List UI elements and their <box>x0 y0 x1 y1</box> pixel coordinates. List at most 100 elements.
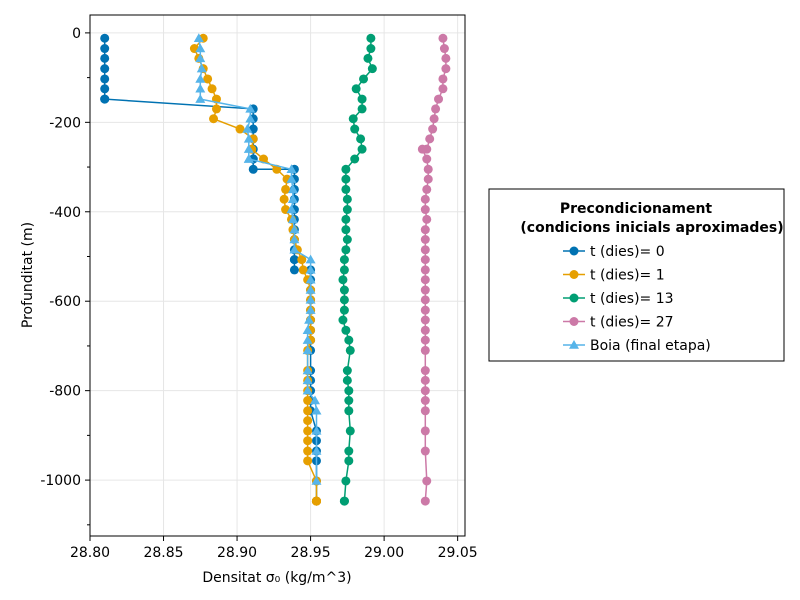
data-point <box>339 295 349 305</box>
data-point <box>303 456 313 466</box>
data-point <box>311 425 322 435</box>
legend-label: Boia (final etapa) <box>590 338 711 354</box>
data-point <box>345 345 355 355</box>
data-point <box>289 244 300 254</box>
data-point <box>311 405 322 415</box>
x-tick-label: 29.00 <box>364 545 404 561</box>
data-point <box>350 154 360 164</box>
data-point <box>339 305 349 315</box>
data-point <box>302 365 313 375</box>
data-point <box>434 94 444 104</box>
data-point <box>209 114 219 124</box>
data-point <box>344 335 354 345</box>
data-point <box>211 104 221 114</box>
data-point <box>348 114 358 124</box>
x-tick-label: 28.85 <box>143 545 183 561</box>
data-point <box>245 113 256 123</box>
data-point <box>341 476 351 486</box>
data-point <box>303 406 313 416</box>
data-point <box>286 174 297 183</box>
data-point <box>195 83 206 93</box>
data-point <box>420 315 430 325</box>
series-2 <box>189 33 321 506</box>
data-point <box>100 53 110 63</box>
y-tick-label: -200 <box>49 115 81 131</box>
data-point <box>302 375 313 385</box>
y-axis-label: Profunditat (m) <box>20 222 36 328</box>
data-point <box>289 234 300 244</box>
data-point <box>420 375 430 385</box>
data-point <box>100 74 110 84</box>
legend-marker <box>569 293 579 303</box>
data-point <box>431 104 441 114</box>
data-point <box>344 395 354 405</box>
data-point <box>420 305 430 315</box>
data-point <box>304 314 315 324</box>
data-point <box>420 335 430 345</box>
data-point <box>356 134 366 144</box>
data-point <box>420 366 430 376</box>
data-point <box>289 265 299 275</box>
series-line <box>103 38 318 502</box>
x-tick-label: 29.05 <box>438 545 478 561</box>
data-point <box>341 164 351 174</box>
legend-label: t (dies)= 27 <box>590 315 674 331</box>
data-point <box>100 64 110 74</box>
legend-marker <box>569 270 579 279</box>
data-point <box>344 406 354 416</box>
data-point <box>303 426 313 436</box>
data-point <box>302 385 313 395</box>
data-point <box>303 416 313 426</box>
data-point <box>425 134 435 144</box>
data-point <box>420 265 430 275</box>
data-point <box>338 275 348 285</box>
data-point <box>193 33 204 43</box>
y-tick-label: -1000 <box>40 473 81 489</box>
data-point <box>305 305 316 314</box>
data-point <box>286 164 297 174</box>
data-point <box>100 44 110 54</box>
data-point <box>359 74 369 84</box>
data-point <box>286 204 297 214</box>
data-point <box>367 64 377 74</box>
data-point <box>344 386 354 396</box>
data-point <box>438 33 448 43</box>
data-point <box>245 103 256 113</box>
data-point <box>420 406 430 416</box>
data-point <box>422 154 432 164</box>
data-point <box>305 254 316 264</box>
y-tick-label: -600 <box>49 294 81 310</box>
data-point <box>438 74 448 84</box>
data-point <box>420 225 430 235</box>
data-point <box>420 255 430 265</box>
data-point <box>420 245 430 255</box>
y-tick-label: 0 <box>72 26 81 42</box>
data-point <box>341 225 351 235</box>
x-axis-ticks: 28.80 28.85 28.90 28.95 29.00 29.05 <box>70 536 478 561</box>
legend-label: t (dies)= 0 <box>590 244 665 260</box>
series-3 <box>338 33 377 506</box>
data-point <box>422 214 432 224</box>
data-point <box>342 375 352 385</box>
legend-entry: t (dies)= 13 <box>563 291 674 307</box>
data-point <box>311 475 322 485</box>
data-point <box>311 446 322 455</box>
data-point <box>303 395 313 405</box>
data-point <box>303 446 313 456</box>
data-point <box>420 194 430 204</box>
data-point <box>195 94 206 103</box>
data-point <box>420 345 430 355</box>
data-point <box>289 255 299 265</box>
legend-marker <box>569 317 579 326</box>
data-point <box>195 53 206 63</box>
data-point <box>357 144 367 154</box>
data-point <box>341 174 351 184</box>
legend-title-line-2: (condicions inicials aproximades) <box>520 220 783 236</box>
data-point <box>341 245 351 255</box>
legend-entry: t (dies)= 27 <box>563 315 674 331</box>
y-axis-ticks: 0 -200 -400 -600 -800 -1000 <box>40 26 90 526</box>
data-point <box>342 194 352 204</box>
series-4 <box>417 33 451 506</box>
data-point <box>363 53 373 63</box>
